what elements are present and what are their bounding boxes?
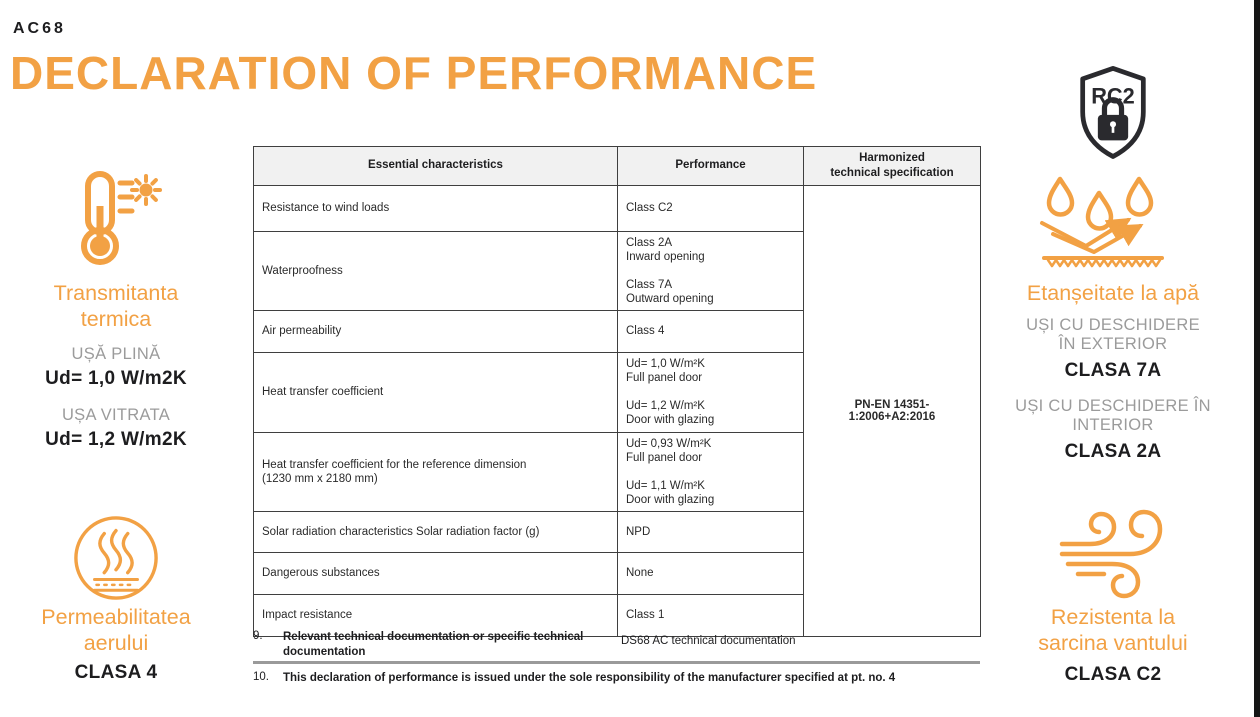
- performance-cell: Ud= 1,0 W/m²K Full panel door Ud= 1,2 W/…: [617, 351, 804, 433]
- table-row: Heat transfer coefficient Ud= 1,0 W/m²K …: [253, 351, 981, 433]
- characteristic-cell: Heat transfer coefficient: [253, 351, 618, 433]
- column-header-essential-characteristics: Essential characteristics: [253, 146, 618, 186]
- full-door-value: Ud= 1,0 W/m2K: [45, 368, 187, 389]
- table-row: Dangerous substances None: [253, 551, 981, 595]
- note-label: This declaration of performance is issue…: [283, 672, 896, 684]
- thermal-transmittance-title: Transmitanta termica: [53, 281, 179, 332]
- note-label: Relevant technical documentation or spec…: [283, 631, 584, 658]
- performance-table: Essential characteristics Performance Ha…: [253, 146, 981, 637]
- characteristic-cell: Heat transfer coefficient for the refere…: [253, 431, 618, 512]
- table-header-row: Essential characteristics Performance Ha…: [253, 146, 981, 186]
- outward-opening-class: CLASA 7A: [1064, 360, 1162, 381]
- product-code: AC68: [13, 20, 66, 37]
- rc2-shield-lock-icon: RC2: [1077, 64, 1149, 160]
- glazed-door-label: UȘA VITRATA: [61, 406, 171, 424]
- characteristic-cell: Waterproofness: [253, 230, 618, 311]
- characteristic-cell: Dangerous substances: [253, 551, 618, 595]
- performance-cell: Class 4: [617, 309, 804, 353]
- air-permeability-title: Permeabilitatea aerului: [41, 605, 191, 656]
- glazed-door-value: Ud= 1,2 W/m2K: [45, 429, 187, 450]
- full-door-label: UȘĂ PLINĂ: [71, 345, 161, 363]
- note-number: 10.: [253, 671, 269, 683]
- performance-cell: None: [617, 551, 804, 595]
- air-permeability-icon: [72, 514, 160, 602]
- column-header-harmonized-spec: Harmonized technical specification: [803, 146, 981, 186]
- characteristic-cell: Solar radiation characteristics Solar ra…: [253, 510, 618, 553]
- harmonized-spec-cell: PN-EN 14351-1:2006+A2:2016: [803, 184, 981, 637]
- notes-divider: [253, 661, 980, 664]
- note-number: 9.: [253, 630, 263, 642]
- thermometer-sun-icon: [70, 170, 162, 266]
- characteristic-cell: Impact resistance: [253, 593, 618, 637]
- water-tightness-title: Etanșeitate la apă: [1026, 281, 1200, 305]
- wind-resistance-class: CLASA C2: [1064, 664, 1162, 685]
- column-header-performance: Performance: [617, 146, 804, 186]
- table-row: Air permeability Class 4: [253, 309, 981, 353]
- performance-cell: Ud= 0,93 W/m²K Full panel door Ud= 1,1 W…: [617, 431, 804, 512]
- rc2-label: RC2: [1091, 83, 1135, 108]
- inward-opening-class: CLASA 2A: [1064, 441, 1162, 462]
- table-row: Waterproofness Class 2A Inward opening C…: [253, 230, 981, 311]
- characteristic-cell: Resistance to wind loads: [253, 184, 618, 232]
- characteristic-cell: Air permeability: [253, 309, 618, 353]
- performance-cell: Class 2A Inward opening Class 7A Outward…: [617, 230, 804, 311]
- note-row-9: 9. Relevant technical documentation or s…: [253, 630, 980, 660]
- table-row: Resistance to wind loads Class C2 PN-EN …: [253, 184, 981, 637]
- performance-cell: Class 1: [617, 593, 804, 637]
- water-drops-icon: [1038, 176, 1168, 268]
- page-title: DECLARATION OF PERFORMANCE: [10, 47, 818, 99]
- performance-cell: Class C2: [617, 184, 804, 232]
- inward-opening-label: UȘI CU DESCHIDERE ÎN INTERIOR: [1015, 397, 1211, 435]
- note-row-10: 10. This declaration of performance is i…: [253, 671, 980, 686]
- right-edge-bar: [1254, 0, 1260, 717]
- note-value: DS68 AC technical documentation: [621, 635, 796, 647]
- wind-swirl-icon: [1056, 508, 1166, 599]
- table-row: Solar radiation characteristics Solar ra…: [253, 510, 981, 553]
- performance-cell: NPD: [617, 510, 804, 553]
- wind-resistance-title: Rezistenta la sarcina vantului: [1038, 605, 1188, 656]
- outward-opening-label: UȘI CU DESCHIDERE ÎN EXTERIOR: [1026, 316, 1200, 354]
- air-permeability-class: CLASA 4: [74, 662, 158, 683]
- table-row: Impact resistance Class 1: [253, 593, 981, 637]
- table-row: Heat transfer coefficient for the refere…: [253, 431, 981, 512]
